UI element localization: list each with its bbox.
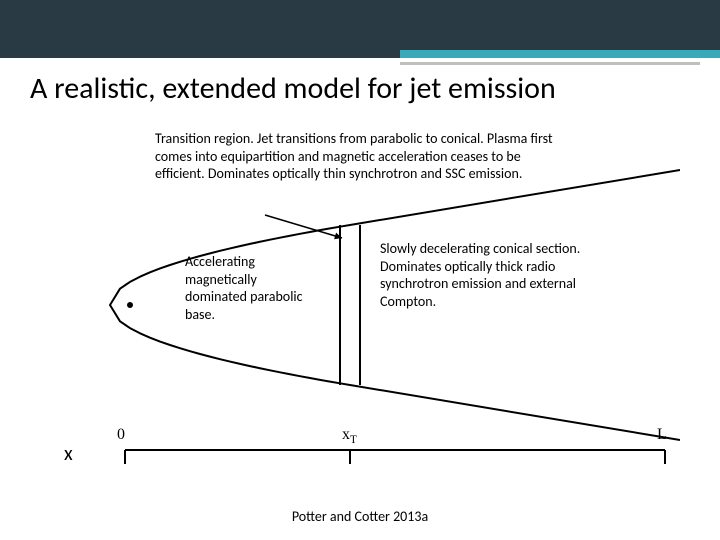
annotation-transition-region: Transition region. Jet transitions from …: [155, 130, 560, 183]
annotation-conical-section: Slowly decelerating conical section. Dom…: [380, 240, 600, 310]
citation: Potter and Cotter 2013a: [0, 508, 720, 525]
annotation-parabolic-base: Accelerating magnetically dominated para…: [185, 253, 320, 323]
header-accent-teal: [400, 50, 720, 58]
slide-title: A realistic, extended model for jet emis…: [30, 70, 690, 107]
axis-tick-0: 0: [117, 426, 125, 444]
axis-tick-L: L: [657, 426, 667, 444]
axis-x-label: x: [64, 442, 73, 466]
axis-tick-xt: xT: [342, 426, 357, 446]
jet-diagram: Transition region. Jet transitions from …: [40, 130, 680, 470]
header-accent-grey: [400, 62, 700, 65]
